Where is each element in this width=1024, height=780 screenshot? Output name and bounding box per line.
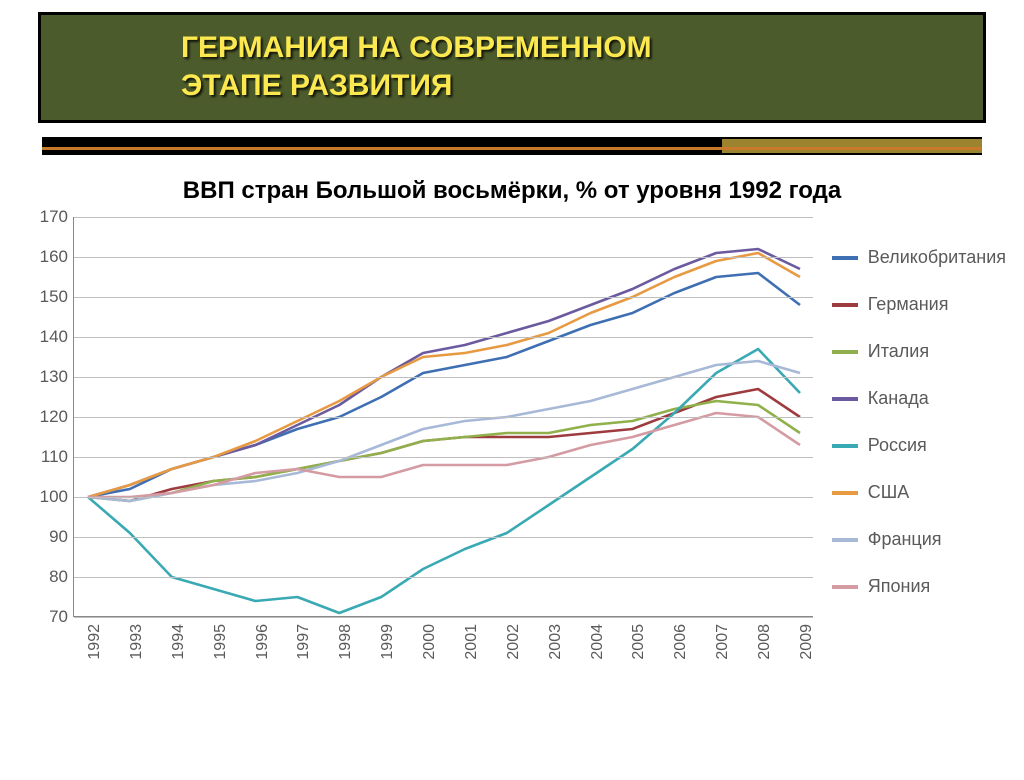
title-line-2: ЭТАПЕ РАЗВИТИЯ — [181, 69, 452, 102]
title-line-1: ГЕРМАНИЯ НА СОВРЕМЕННОМ — [181, 31, 652, 64]
header-band: ГЕРМАНИЯ НА СОВРЕМЕННОМ ЭТАПЕ РАЗВИТИЯ — [38, 12, 986, 123]
chart-row: 7080901001101201301401501601701992199319… — [18, 217, 1006, 687]
plot-grid: 7080901001101201301401501601701992199319… — [73, 217, 813, 617]
series-italy — [88, 401, 800, 501]
x-tick-label: 2008 — [756, 624, 774, 660]
gridline — [74, 257, 813, 258]
gridline — [74, 577, 813, 578]
legend-label: Великобритания — [868, 247, 1006, 268]
gridline — [74, 457, 813, 458]
legend-item-usa: США — [832, 482, 1006, 503]
x-tick-label: 1993 — [128, 624, 146, 660]
legend: Великобритания Германия Италия Канада Россия… — [832, 217, 1006, 623]
legend-label: Франция — [868, 529, 942, 550]
y-tick-label: 100 — [40, 487, 68, 507]
legend-label: США — [868, 482, 910, 503]
gridline — [74, 497, 813, 498]
plot-box: 7080901001101201301401501601701992199319… — [18, 217, 810, 687]
divider-orange-line — [42, 147, 982, 150]
y-tick-label: 170 — [40, 207, 68, 227]
gridline — [74, 217, 813, 218]
legend-item-japan: Япония — [832, 576, 1006, 597]
chart-container: ВВП стран Большой восьмёрки, % от уровня… — [10, 169, 1014, 687]
legend-swatch — [832, 397, 858, 401]
gridline — [74, 297, 813, 298]
page-title: ГЕРМАНИЯ НА СОВРЕМЕННОМ ЭТАПЕ РАЗВИТИЯ — [181, 29, 965, 104]
gridline — [74, 617, 813, 618]
y-tick-label: 150 — [40, 287, 68, 307]
x-tick-label: 2001 — [463, 624, 481, 660]
legend-item-canada: Канада — [832, 388, 1006, 409]
x-tick-label: 2007 — [714, 624, 732, 660]
x-tick-label: 2006 — [672, 624, 690, 660]
legend-item-france: Франция — [832, 529, 1006, 550]
legend-item-germany: Германия — [832, 294, 1006, 315]
gridline — [74, 417, 813, 418]
x-tick-label: 1998 — [337, 624, 355, 660]
chart-title: ВВП стран Большой восьмёрки, % от уровня… — [18, 177, 1006, 205]
series-france — [88, 361, 800, 501]
series-russia — [88, 349, 800, 613]
legend-swatch — [832, 444, 858, 448]
y-tick-label: 70 — [49, 607, 68, 627]
y-tick-label: 110 — [41, 447, 68, 467]
y-tick-label: 80 — [49, 567, 68, 587]
divider-gold-bar — [722, 139, 982, 153]
gridline — [74, 337, 813, 338]
x-tick-label: 1992 — [86, 624, 104, 660]
x-tick-label: 2004 — [589, 624, 607, 660]
x-tick-label: 2002 — [505, 624, 523, 660]
x-tick-label: 1999 — [379, 624, 397, 660]
x-tick-label: 2005 — [630, 624, 648, 660]
legend-swatch — [832, 538, 858, 542]
legend-swatch — [832, 303, 858, 307]
series-usa — [88, 253, 800, 497]
legend-item-uk: Великобритания — [832, 247, 1006, 268]
x-tick-label: 1997 — [295, 624, 313, 660]
gridline — [74, 377, 813, 378]
divider — [0, 129, 1024, 159]
gridline — [74, 537, 813, 538]
legend-swatch — [832, 491, 858, 495]
legend-label: Италия — [868, 341, 929, 362]
x-tick-label: 1994 — [170, 624, 188, 660]
y-tick-label: 130 — [40, 367, 68, 387]
legend-label: Россия — [868, 435, 927, 456]
x-tick-label: 1995 — [212, 624, 230, 660]
y-tick-label: 90 — [49, 527, 68, 547]
x-tick-label: 2000 — [421, 624, 439, 660]
legend-label: Канада — [868, 388, 929, 409]
y-tick-label: 140 — [40, 327, 68, 347]
y-tick-label: 120 — [40, 407, 68, 427]
x-tick-label: 1996 — [254, 624, 272, 660]
legend-item-russia: Россия — [832, 435, 1006, 456]
legend-item-italy: Италия — [832, 341, 1006, 362]
legend-label: Германия — [868, 294, 949, 315]
legend-label: Япония — [868, 576, 931, 597]
y-tick-label: 160 — [40, 247, 68, 267]
x-tick-label: 2009 — [798, 624, 816, 660]
legend-swatch — [832, 256, 858, 260]
x-tick-label: 2003 — [547, 624, 565, 660]
legend-swatch — [832, 585, 858, 589]
legend-swatch — [832, 350, 858, 354]
